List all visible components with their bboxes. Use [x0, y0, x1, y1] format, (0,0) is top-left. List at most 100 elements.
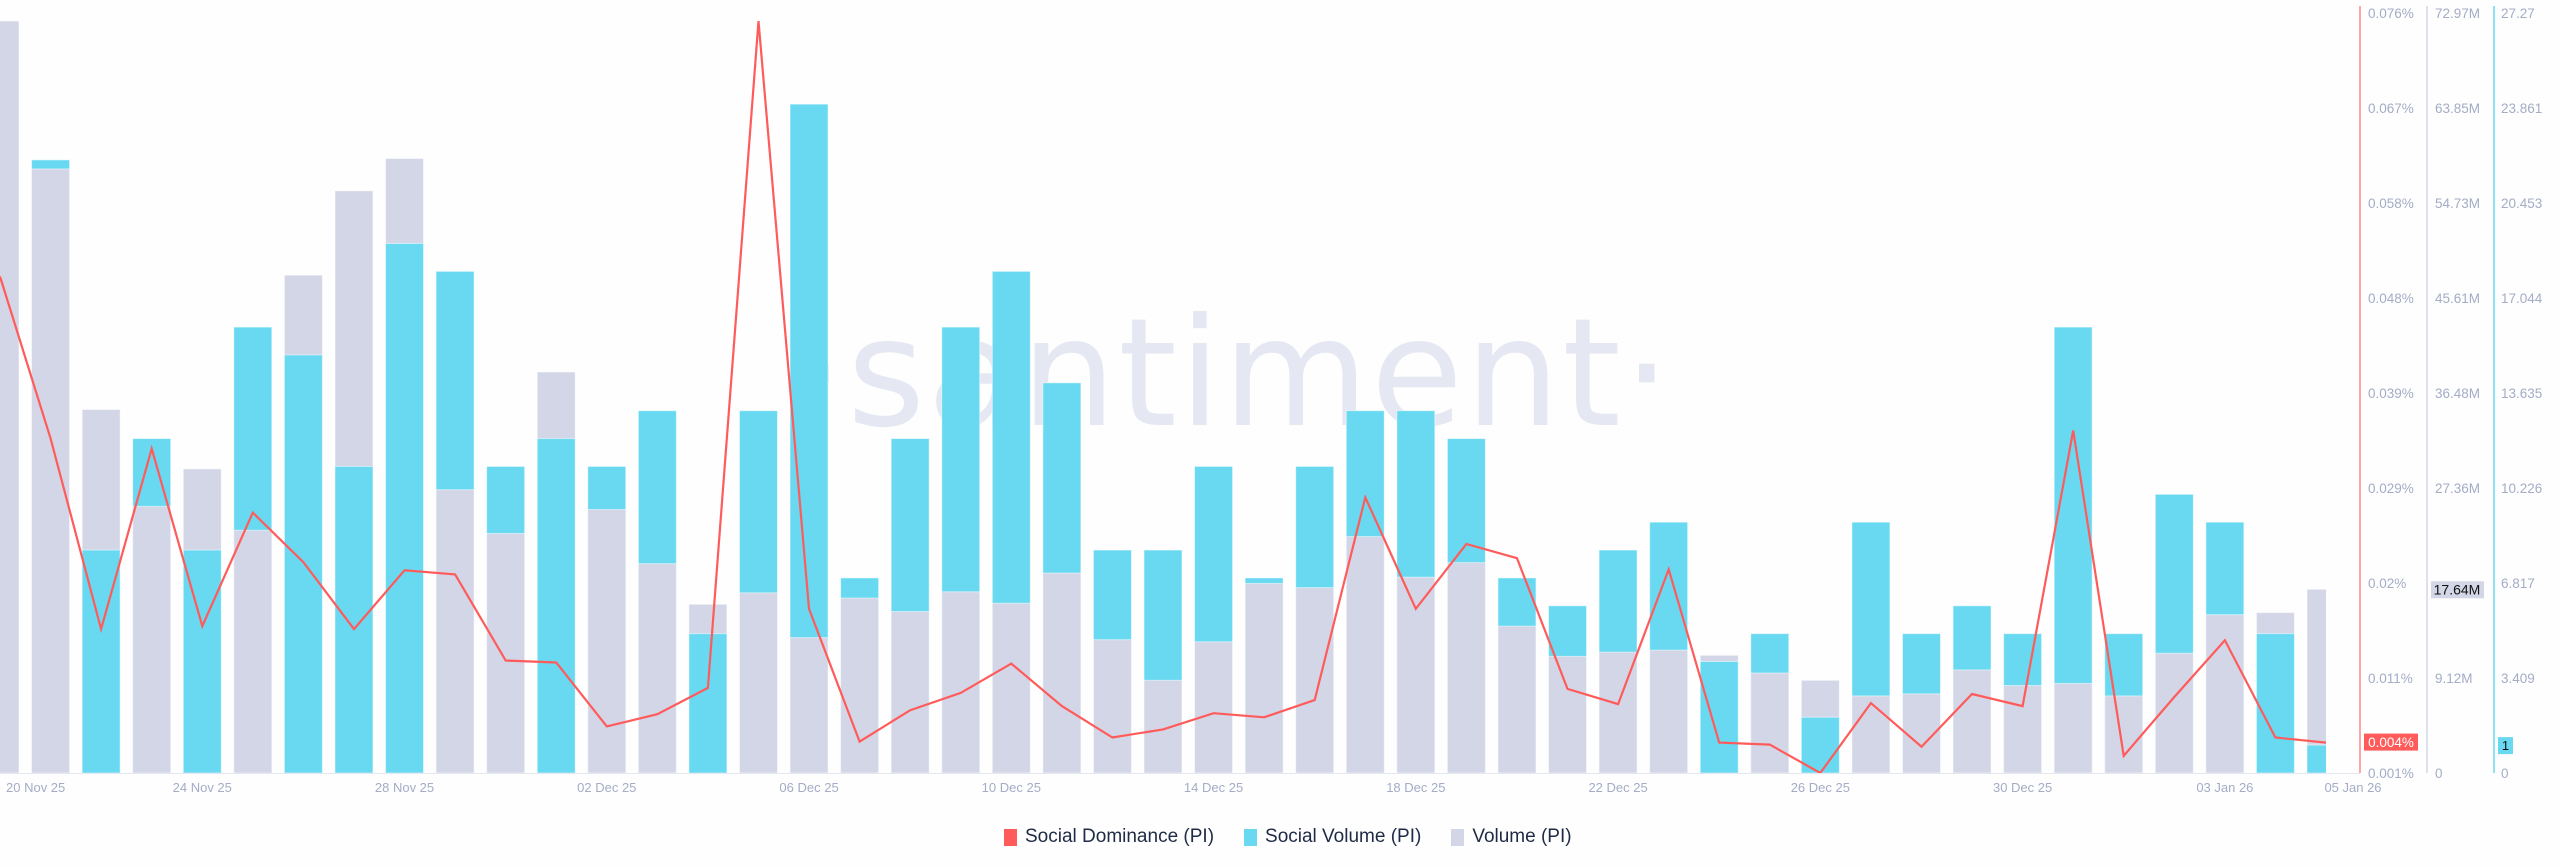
volume-axis-tick-label: 63.85M [2435, 101, 2480, 116]
x-tick-label: 20 Nov 25 [6, 780, 65, 795]
x-tick-label: 06 Dec 25 [779, 780, 838, 795]
x-tick-label: 14 Dec 25 [1184, 780, 1243, 795]
volume-bar [2053, 682, 2093, 774]
legend-item-social-dominance[interactable]: Social Dominance (PI) [1004, 826, 1214, 848]
x-tick-label: 22 Dec 25 [1588, 780, 1647, 795]
social-volume-current-value: 1 [2502, 738, 2509, 753]
legend-item-social-volume[interactable]: Social Volume (PI) [1244, 826, 1421, 848]
social-volume-bar [2306, 744, 2326, 774]
dominance-axis-tick-label: 0.02% [2368, 576, 2406, 591]
dominance-axis-tick-label: 0.011% [2368, 671, 2413, 686]
social-volume-axis-tick-label: 27.27 [2501, 6, 2535, 21]
x-tick-label: 30 Dec 25 [1993, 780, 2052, 795]
social-volume-axis-tick-label: 6.817 [2501, 576, 2535, 591]
volume-bar [233, 529, 273, 774]
volume-bar [31, 168, 71, 774]
volume-bar [486, 532, 526, 774]
dominance-axis-tick-label: 0.001% [2368, 766, 2414, 781]
social-volume-axis-tick-label: 23.861 [2501, 101, 2542, 116]
volume-current-badge [2431, 581, 2484, 599]
social-volume-bar [385, 242, 425, 774]
watermark: ·santiment· [797, 287, 1672, 461]
dominance-axis-tick-label: 0.076% [2368, 6, 2414, 21]
dominance-axis-tick-label: 0.067% [2368, 101, 2414, 116]
dominance-axis-tick-label: 0.058% [2368, 196, 2414, 211]
plot-area [0, 20, 2326, 774]
social-volume-bar [2255, 633, 2295, 774]
volume-bar [941, 591, 981, 774]
social-volume-bar [334, 465, 374, 774]
legend-swatch-volume [1451, 828, 1465, 846]
social-volume-axis-tick-label: 13.635 [2501, 386, 2542, 401]
volume-bar [2205, 614, 2245, 774]
x-tick-label: 24 Nov 25 [173, 780, 232, 795]
legend-swatch-social-dominance [1004, 828, 1017, 846]
social-volume-bar [182, 549, 222, 774]
volume-bar [1295, 587, 1335, 774]
social-volume-bar [688, 633, 728, 774]
x-tick-label: 28 Nov 25 [375, 780, 434, 795]
x-tick-label: 02 Dec 25 [577, 780, 636, 795]
social-volume-axis-tick-label: 0 [2501, 766, 2509, 781]
legend-label: Volume (PI) [1472, 826, 1572, 847]
volume-bar [840, 597, 880, 774]
volume-bar [1042, 572, 1082, 774]
social-volume-bar [536, 438, 576, 774]
volume-bar [890, 611, 930, 774]
volume-bar [1497, 625, 1537, 774]
volume-bar [1851, 695, 1891, 774]
volume-bar [0, 20, 20, 774]
social-volume-axis-tick-label: 20.453 [2501, 196, 2542, 211]
legend-item-volume[interactable]: Volume (PI) [1451, 826, 1572, 848]
dominance-axis-tick-label: 0.048% [2368, 291, 2414, 306]
volume-bar [2306, 588, 2326, 774]
legend-label: Social Volume (PI) [1265, 826, 1422, 847]
social-volume-current-badge [2498, 737, 2513, 755]
volume-bar [1244, 582, 1284, 774]
social-volume-axis-tick-label: 10.226 [2501, 481, 2542, 496]
volume-bar [2104, 695, 2144, 774]
x-tick-label: 05 Jan 26 [2324, 780, 2381, 795]
volume-axis-tick-label: 72.97M [2435, 6, 2480, 21]
dominance-axis-tick-label: 0.029% [2368, 481, 2414, 496]
social-volume-bar [1699, 661, 1739, 774]
volume-axis-tick-label: 27.36M [2435, 481, 2480, 496]
legend-label: Social Dominance (PI) [1025, 826, 1215, 847]
volume-bar [1194, 641, 1234, 774]
volume-bar [1952, 669, 1992, 774]
volume-axis-tick-label: 9.12M [2435, 671, 2473, 686]
volume-bar [435, 489, 475, 774]
volume-bar [1750, 672, 1790, 774]
social-volume-bar [81, 549, 121, 774]
dominance-axis-tick-label: 0.039% [2368, 386, 2414, 401]
x-tick-label: 10 Dec 25 [982, 780, 1041, 795]
social-volume-axis-tick-label: 17.044 [2501, 291, 2543, 306]
volume-bar [1649, 649, 1689, 774]
volume-bar [132, 505, 172, 774]
social-dominance-current-value: 0.004% [2368, 735, 2414, 750]
volume-bar [1548, 655, 1588, 774]
legend: Social Dominance (PI) Social Volume (PI)… [1004, 826, 1572, 848]
volume-bar [1143, 679, 1183, 774]
social-volume-axis-tick-label: 3.409 [2501, 671, 2535, 686]
volume-bar [738, 592, 778, 774]
x-tick-label: 18 Dec 25 [1386, 780, 1445, 795]
volume-axis-tick-label: 36.48M [2435, 386, 2480, 401]
volume-bar [2003, 685, 2043, 774]
volume-bar [587, 508, 627, 774]
volume-bar [1092, 639, 1132, 774]
volume-axis-tick-label: 0 [2435, 766, 2443, 781]
volume-bar [789, 637, 829, 774]
volume-bar [1446, 562, 1486, 774]
volume-bar [2154, 652, 2194, 774]
volume-axis-tick-label: 54.73M [2435, 196, 2480, 211]
volume-axis-tick-label: 45.61M [2435, 291, 2480, 306]
volume-bar [991, 602, 1031, 774]
legend-swatch-social-volume [1244, 828, 1258, 846]
volume-bar [637, 563, 677, 774]
volume-current-value: 17.64M [2434, 581, 2481, 597]
volume-bar [1345, 536, 1385, 774]
x-tick-label: 03 Jan 26 [2196, 780, 2253, 795]
x-tick-label: 26 Dec 25 [1791, 780, 1850, 795]
